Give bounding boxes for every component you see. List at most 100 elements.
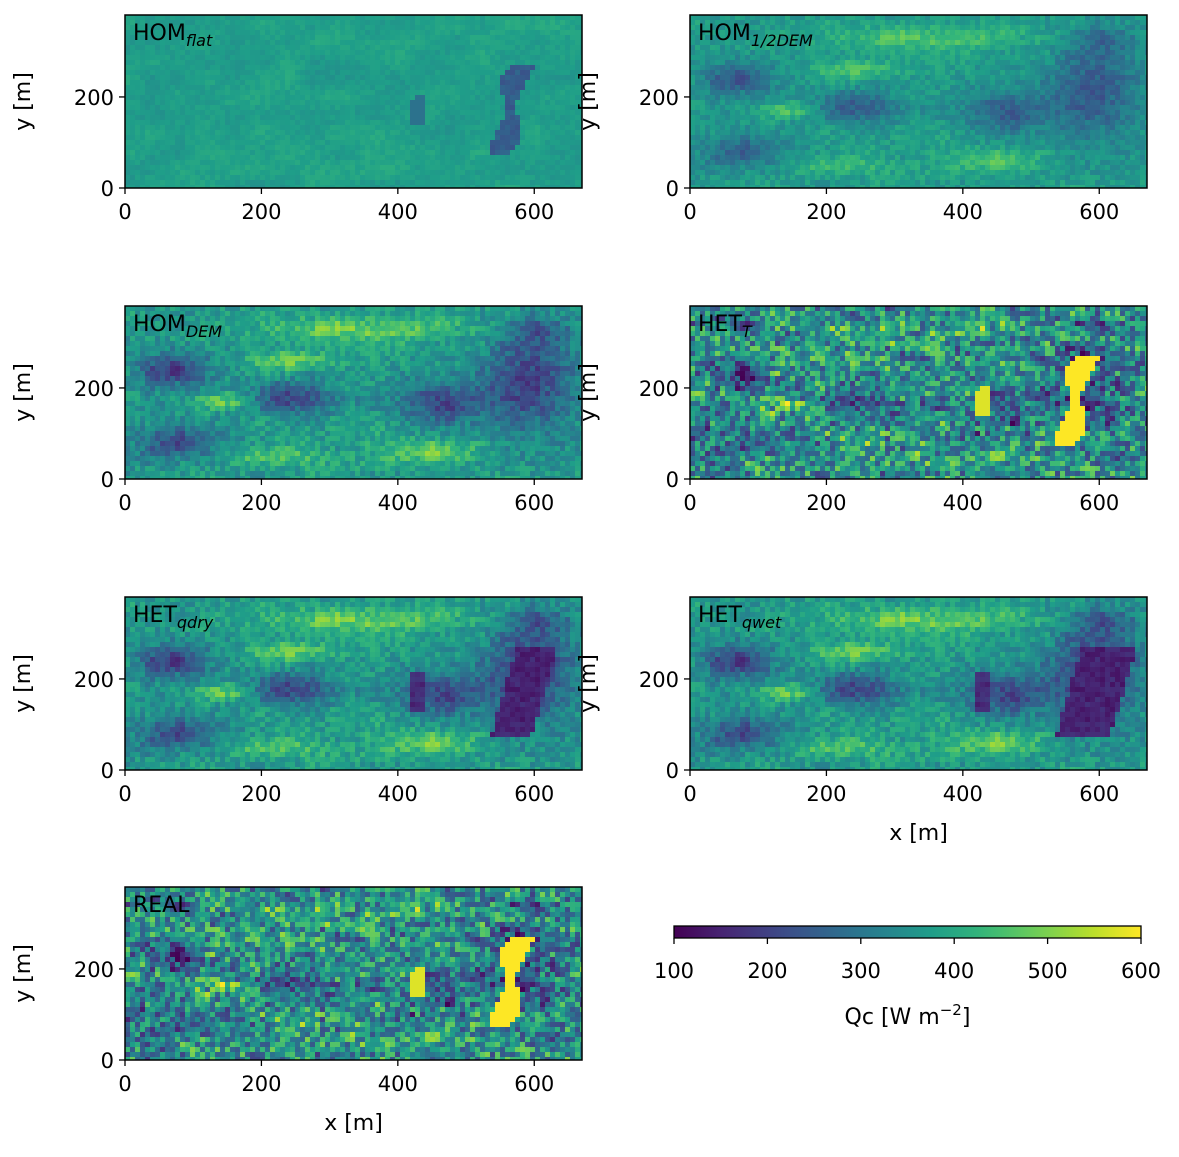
heatmap-cell	[505, 135, 510, 140]
heatmap-cell	[355, 65, 360, 70]
heatmap-cell	[135, 120, 140, 125]
heatmap-cell	[1110, 70, 1115, 75]
heatmap-cell	[305, 150, 310, 155]
heatmap-cell	[980, 95, 985, 100]
heatmap-cell	[380, 155, 385, 160]
heatmap-cell	[175, 80, 180, 85]
heatmap-cell	[220, 95, 225, 100]
heatmap-cell	[490, 55, 495, 60]
heatmap-cell	[345, 90, 350, 95]
heatmap-cell	[395, 155, 400, 160]
heatmap-cell	[160, 125, 165, 130]
heatmap-cell	[940, 105, 945, 110]
heatmap-cell	[725, 80, 730, 85]
heatmap-cell	[560, 105, 565, 110]
heatmap-cell	[960, 45, 965, 50]
heatmap-cell	[805, 70, 810, 75]
heatmap-cell	[1075, 60, 1080, 65]
heatmap-cell	[995, 30, 1000, 35]
heatmap-cell	[555, 40, 560, 45]
heatmap-cell	[240, 90, 245, 95]
heatmap-cell	[435, 30, 440, 35]
heatmap-cell	[295, 65, 300, 70]
heatmap-cell	[875, 45, 880, 50]
heatmap-cell	[360, 45, 365, 50]
heatmap-cell	[165, 90, 170, 95]
heatmap-cell	[1140, 30, 1145, 35]
heatmap-cell	[245, 75, 250, 80]
heatmap-cell	[400, 160, 405, 165]
heatmap-cell	[495, 140, 500, 145]
heatmap-cell	[265, 90, 270, 95]
heatmap-cell	[365, 120, 370, 125]
heatmap-cell	[155, 120, 160, 125]
heatmap-cell	[940, 55, 945, 60]
heatmap-cell	[205, 145, 210, 150]
heatmap-cell	[765, 100, 770, 105]
heatmap-cell	[860, 50, 865, 55]
heatmap-cell	[370, 155, 375, 160]
heatmap-cell	[200, 110, 205, 115]
heatmap-cell	[425, 30, 430, 35]
heatmap-cell	[185, 160, 190, 165]
heatmap-cell	[180, 15, 185, 20]
heatmap-cell	[980, 15, 985, 20]
heatmap-cell	[1030, 20, 1035, 25]
heatmap-cell	[475, 175, 480, 180]
heatmap-cell	[865, 85, 870, 90]
heatmap-cell	[350, 15, 355, 20]
heatmap-cell	[250, 180, 255, 185]
heatmap-cell	[850, 50, 855, 55]
heatmap-cell	[515, 130, 520, 135]
heatmap-cell	[400, 65, 405, 70]
heatmap-cell	[255, 165, 260, 170]
heatmap-cell	[1070, 75, 1075, 80]
heatmap-cell	[200, 65, 205, 70]
heatmap-cell	[1015, 80, 1020, 85]
heatmap-cell	[370, 45, 375, 50]
heatmap-cell	[760, 50, 765, 55]
heatmap-cell	[365, 30, 370, 35]
heatmap-cell	[295, 60, 300, 65]
heatmap-cell	[395, 100, 400, 105]
heatmap-cell	[295, 125, 300, 130]
heatmap-cell	[1025, 95, 1030, 100]
heatmap-cell	[975, 60, 980, 65]
panels: HOMflat0 200 400 6000200y [m]HOM1/2DEM0 200 4…	[11, 15, 1147, 1136]
heatmap-cell	[725, 75, 730, 80]
heatmap-cell	[265, 40, 270, 45]
heatmap-cell	[1115, 35, 1120, 40]
heatmap-cell	[885, 75, 890, 80]
heatmap-cell	[445, 70, 450, 75]
heatmap-cell	[270, 115, 275, 120]
heatmap-cell	[520, 165, 525, 170]
heatmap-cell	[1065, 95, 1070, 100]
heatmap-cell	[185, 150, 190, 155]
heatmap-cell	[385, 15, 390, 20]
heatmap-cell	[350, 130, 355, 135]
heatmap-cell	[535, 165, 540, 170]
heatmap-cell	[220, 20, 225, 25]
heatmap-cell	[575, 40, 580, 45]
heatmap-cell	[180, 100, 185, 105]
heatmap-cell	[410, 140, 415, 145]
heatmap-cell	[240, 180, 245, 185]
heatmap-cell	[220, 25, 225, 30]
heatmap-cell	[1065, 100, 1070, 105]
heatmap-cell	[420, 15, 425, 20]
heatmap-cell	[205, 165, 210, 170]
heatmap-cell	[255, 175, 260, 180]
heatmap-cell	[380, 40, 385, 45]
heatmap-cell	[1030, 65, 1035, 70]
heatmap-cell	[405, 15, 410, 20]
heatmap-cell	[820, 65, 825, 70]
heatmap-cell	[295, 165, 300, 170]
heatmap-cell	[540, 110, 545, 115]
heatmap-cell	[265, 125, 270, 130]
heatmap-cell	[530, 105, 535, 110]
heatmap-cell	[380, 30, 385, 35]
heatmap-cell	[1080, 60, 1085, 65]
heatmap-cell	[240, 20, 245, 25]
heatmap-cell	[520, 50, 525, 55]
heatmap-cell	[510, 105, 515, 110]
